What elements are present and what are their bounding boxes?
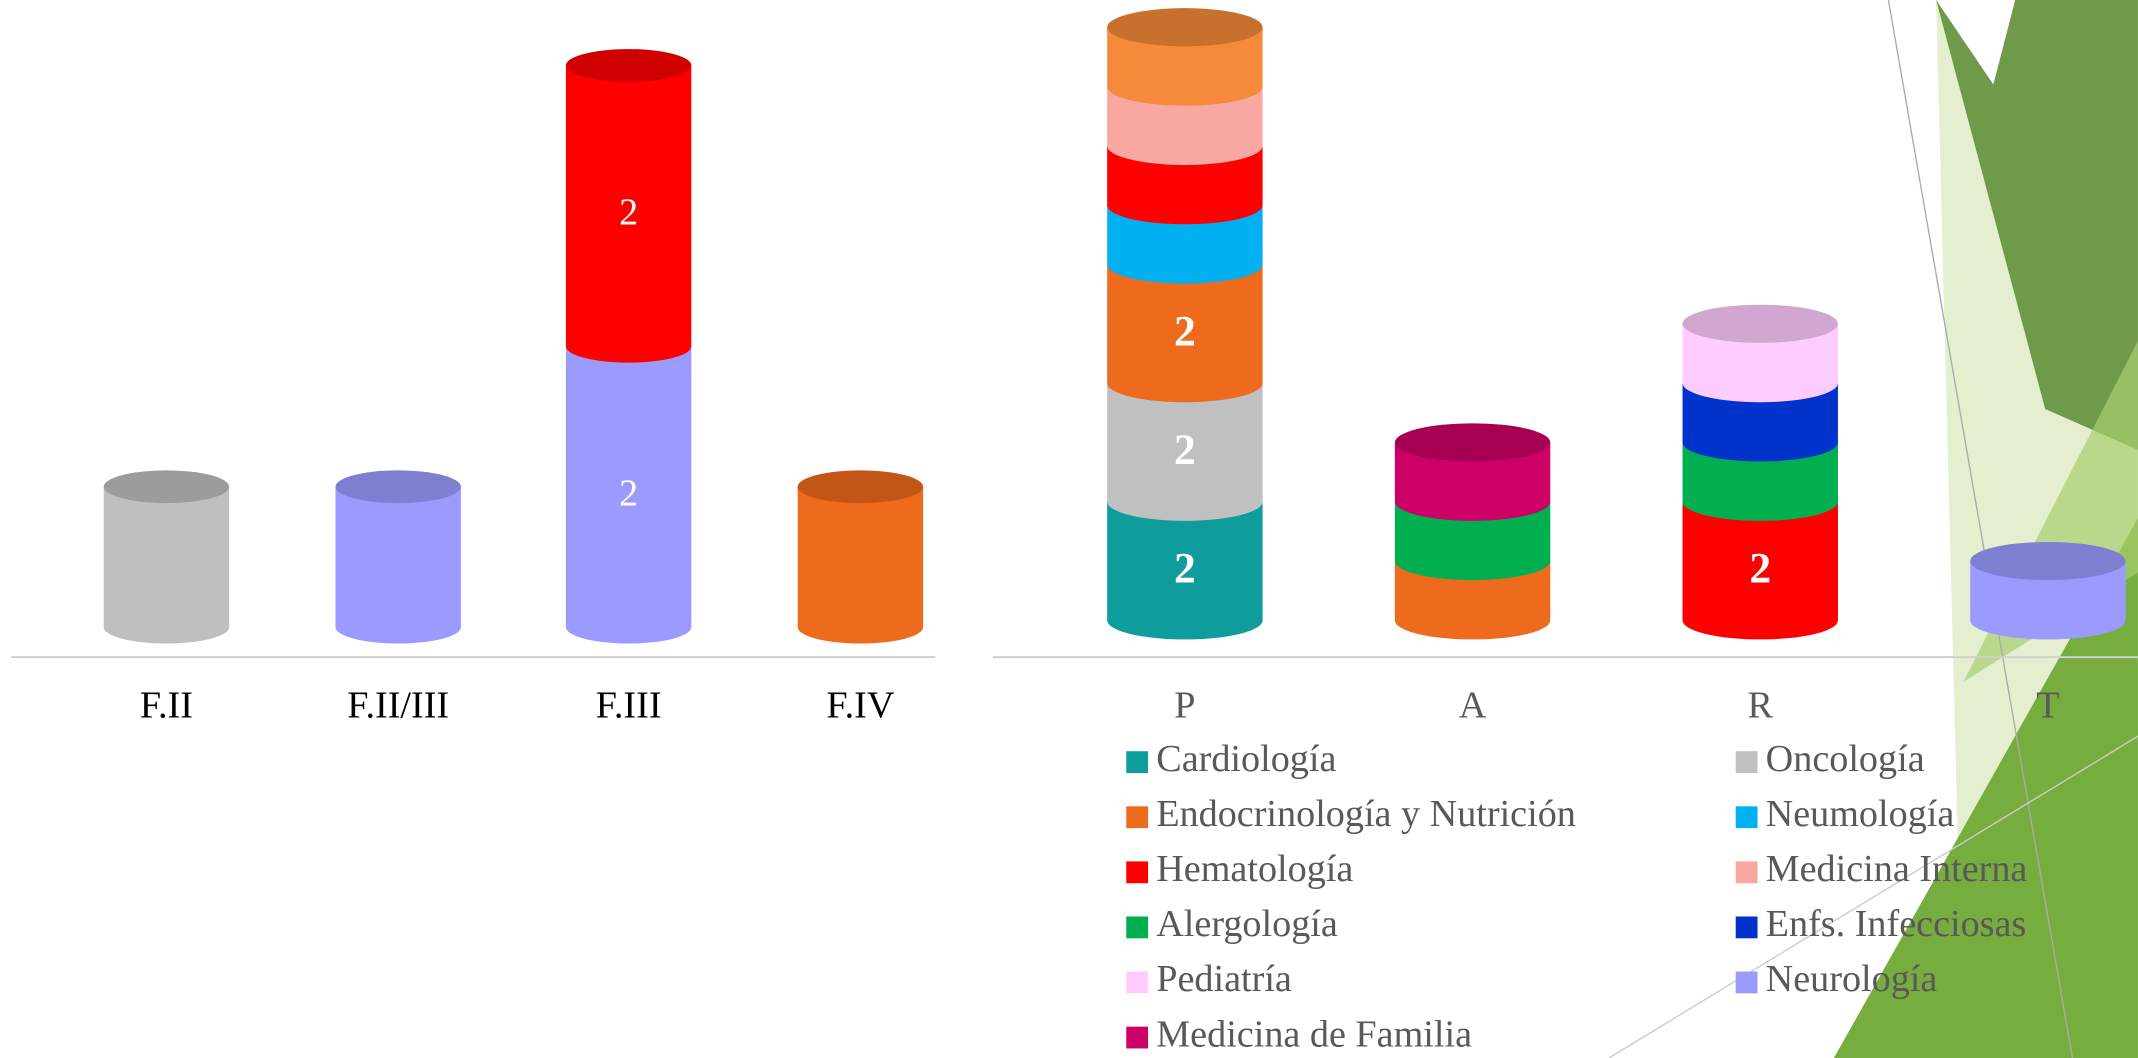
cylinder-segment: [1394, 561, 1551, 640]
cylinder-top-shade: [565, 49, 692, 82]
legend-label: Neumología: [1766, 793, 1955, 835]
cylinder-top-shade: [1970, 541, 2126, 581]
cylinder-top-shade: [1107, 8, 1263, 47]
cylinder-segment: [1394, 501, 1551, 581]
legend-label: Hematología: [1156, 848, 1353, 890]
legend-swatch: [1126, 1026, 1149, 1049]
cylinder-segment: [1682, 383, 1838, 462]
cylinder-segment: [1107, 383, 1263, 521]
cylinder-top: [1970, 541, 2126, 581]
legend-swatch: [1735, 971, 1758, 994]
legend-swatch: [1735, 861, 1758, 884]
data-label: 2: [619, 191, 638, 233]
decor-line: [1608, 735, 2138, 1058]
cylinder-top-shade: [1682, 304, 1838, 343]
cylinder-segment: [1107, 86, 1263, 165]
legend-swatch: [1735, 751, 1758, 774]
cylinder-segment: [1394, 442, 1551, 521]
data-label: 2: [1174, 307, 1196, 355]
legend-label: Alergología: [1156, 903, 1338, 945]
cylinder-segment: [1107, 205, 1263, 284]
legend-swatch: [1735, 916, 1758, 939]
cylinder-top: [565, 49, 692, 82]
cylinder-segment: [103, 486, 230, 644]
data-label: 2: [1749, 545, 1771, 593]
cylinder-top-shade: [335, 470, 461, 504]
x-tick-label: F.IV: [826, 685, 894, 727]
cylinder-segment: [565, 346, 692, 644]
x-tick-label: F.II: [140, 685, 193, 727]
background-decoration: [1608, 0, 2138, 1058]
legend-label: Pediatría: [1156, 958, 1292, 1000]
cylinder-segment: [1682, 442, 1838, 521]
legend-label: Neurología: [1766, 958, 1938, 1000]
cylinder-segment: [1107, 27, 1263, 106]
plots: F.II F.II/III F.III 2 2 F.IV P 2 2 2 A R 2 T Cardiolog…: [103, 8, 2126, 1055]
cylinder-segment: [565, 65, 692, 363]
x-tick-label: F.II/III: [347, 685, 449, 727]
x-tick-label: A: [1459, 685, 1487, 727]
cylinder-segment: [1682, 323, 1838, 403]
cylinder-segment: [1682, 501, 1838, 640]
cylinder-segment: [1970, 561, 2126, 640]
legend-swatch: [1126, 861, 1149, 884]
cylinder-segment: [797, 486, 924, 644]
data-label: 2: [1174, 545, 1196, 593]
decor-line: [1887, 0, 2074, 1058]
legend-swatch: [1126, 751, 1149, 774]
decor-dark: [1936, 0, 2138, 450]
decor-white: [1936, 0, 2016, 85]
legend-label: Enfs. Infecciosas: [1766, 903, 2027, 945]
cylinder-segment: [1107, 264, 1263, 403]
legend-label: Medicina de Familia: [1156, 1013, 1472, 1055]
data-label: 2: [1174, 426, 1196, 474]
data-label: 2: [619, 472, 638, 514]
legend-label: Medicina Interna: [1766, 848, 2028, 890]
legend-label: Cardiología: [1156, 738, 1336, 780]
cylinder-segment: [335, 486, 461, 644]
cylinder-top: [797, 470, 924, 504]
cylinder-top-shade: [103, 470, 230, 504]
x-tick-label: P: [1174, 685, 1195, 727]
legend-label: Endocrinología y Nutrición: [1156, 793, 1576, 835]
cylinder-top: [335, 470, 461, 504]
legend-swatch: [1126, 806, 1149, 829]
cylinder-top-shade: [1394, 423, 1551, 462]
legend-swatch: [1126, 971, 1149, 994]
legend-swatch: [1735, 806, 1758, 829]
cylinder-top-shade: [797, 470, 924, 504]
x-tick-label: R: [1748, 685, 1774, 727]
legend-swatch: [1126, 916, 1149, 939]
cylinder-top: [103, 470, 230, 504]
x-tick-label: T: [2036, 685, 2059, 727]
x-tick-label: F.III: [596, 685, 662, 727]
cylinder-top: [1394, 423, 1551, 462]
legend-label: Oncología: [1766, 738, 1925, 780]
cylinder-top: [1682, 304, 1838, 343]
cylinder-segment: [1107, 145, 1263, 225]
cylinder-segment: [1107, 501, 1263, 640]
cylinder-top: [1107, 8, 1263, 47]
